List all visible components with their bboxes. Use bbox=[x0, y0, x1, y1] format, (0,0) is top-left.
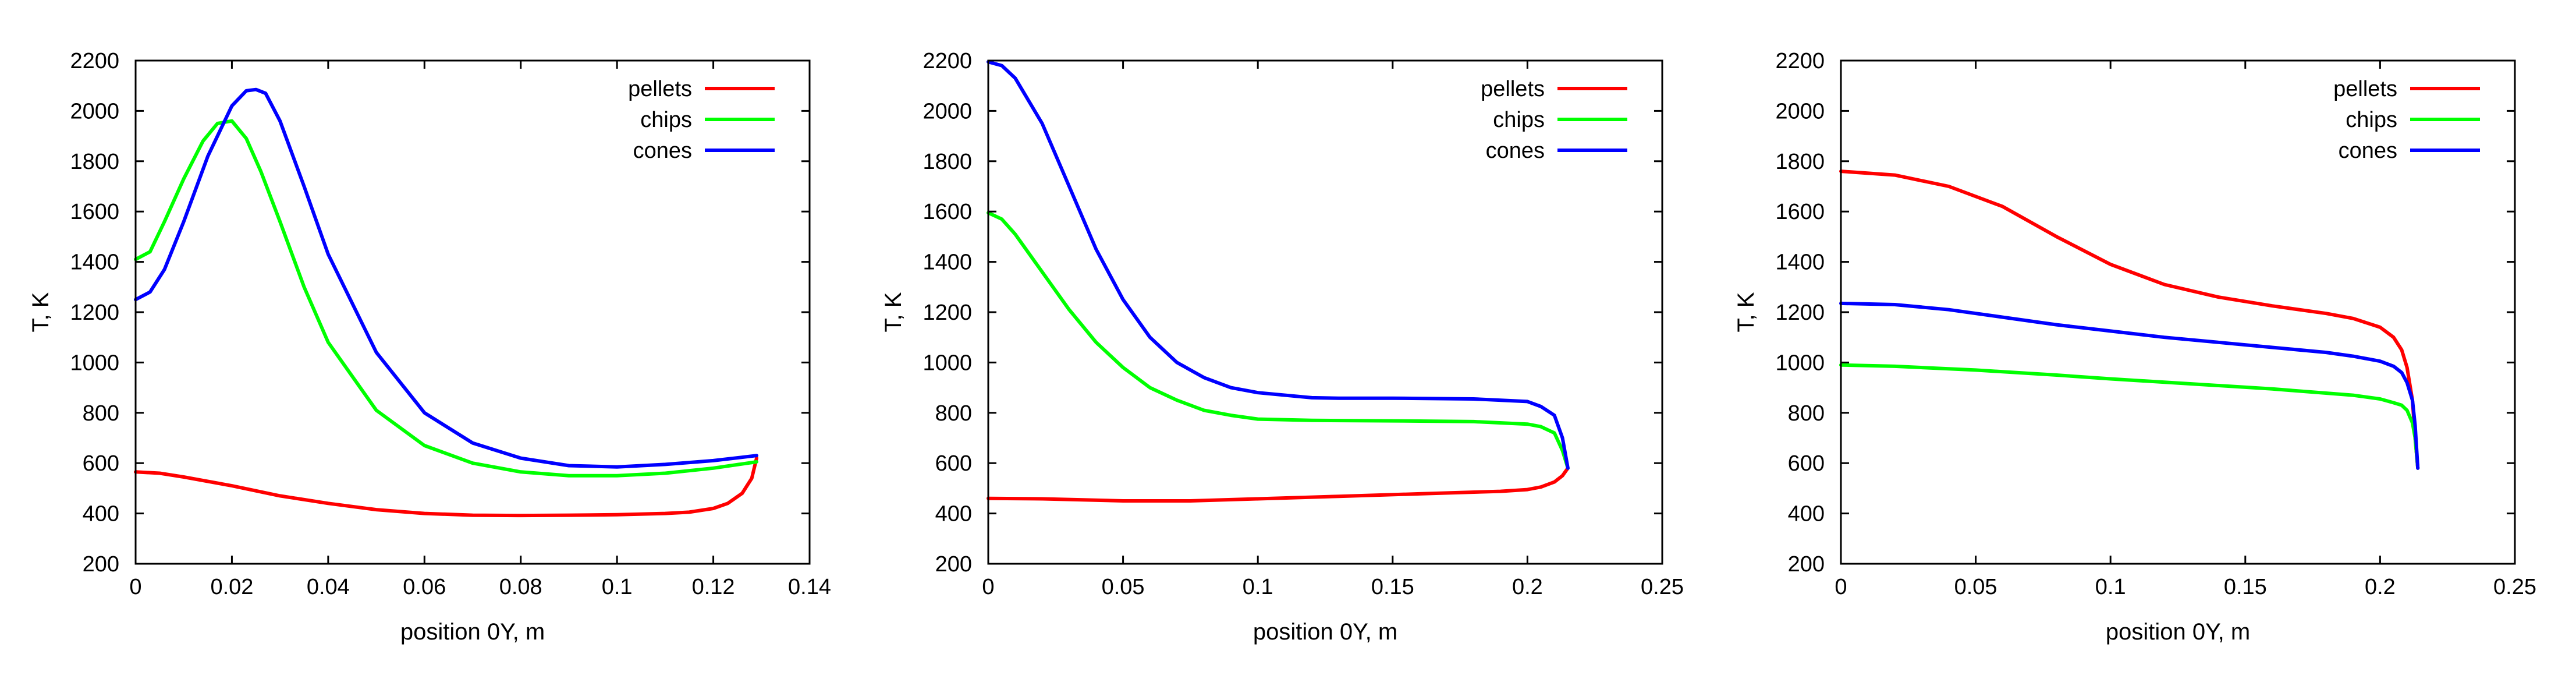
y-tick-label: 1000 bbox=[70, 351, 119, 375]
legend-label-pellets: pellets bbox=[2333, 77, 2397, 101]
x-axis-label: position 0Y, m bbox=[400, 619, 545, 645]
plot-frame bbox=[1840, 59, 2516, 565]
y-tick-label: 200 bbox=[83, 552, 119, 577]
legend-label-pellets: pellets bbox=[628, 77, 692, 101]
y-tick-label: 2000 bbox=[70, 99, 119, 123]
y-tick-label: 1400 bbox=[922, 250, 972, 275]
legend-label-cones: cones bbox=[2339, 139, 2397, 163]
x-tick-label: 0.2 bbox=[1512, 575, 1543, 599]
y-tick-label: 1200 bbox=[1775, 301, 1825, 325]
y-tick-label: 1200 bbox=[922, 301, 972, 325]
x-axis-label: position 0Y, m bbox=[2106, 619, 2250, 645]
y-tick-label: 400 bbox=[935, 502, 972, 526]
y-tick-label: 400 bbox=[83, 502, 119, 526]
x-tick-label: 0.15 bbox=[1371, 575, 1414, 599]
x-tick-label: 0.1 bbox=[1243, 575, 1273, 599]
legend-label-chips: chips bbox=[640, 108, 692, 132]
x-tick-label: 0.15 bbox=[2224, 575, 2267, 599]
y-tick-label: 2200 bbox=[1775, 49, 1825, 73]
x-tick-label: 0.05 bbox=[1954, 575, 1997, 599]
series-line-cones bbox=[134, 87, 758, 469]
y-tick-label: 2200 bbox=[70, 49, 119, 73]
chart-panel-3: 0 0.05 0.1 0.15 0.2 0.25 200 400 600 800 1000 1200 1… bbox=[1733, 49, 2536, 645]
y-tick-label: 600 bbox=[1788, 451, 1825, 476]
series-line-chips bbox=[987, 211, 1570, 470]
y-tick-label: 800 bbox=[935, 401, 972, 426]
legend-label-cones: cones bbox=[633, 139, 692, 163]
y-tick-label: 1800 bbox=[922, 150, 972, 174]
x-axis-label: position 0Y, m bbox=[1253, 619, 1397, 645]
chart-panel-2: 0 0.05 0.1 0.15 0.2 0.25 200 400 600 800 1000 1200 1… bbox=[881, 49, 1684, 645]
plot-frame bbox=[987, 59, 1663, 565]
y-axis-label: T, K bbox=[1733, 292, 1759, 332]
y-tick-label: 1600 bbox=[1775, 200, 1825, 224]
y-tick-label: 200 bbox=[935, 552, 972, 577]
y-axis-label: T, K bbox=[881, 292, 906, 332]
legend: pellets chips cones bbox=[628, 77, 775, 163]
y-tick-label: 1000 bbox=[1775, 351, 1825, 375]
legend-label-chips: chips bbox=[1493, 108, 1545, 132]
series-line-pellets bbox=[987, 466, 1570, 503]
y-tick-label: 1400 bbox=[1775, 250, 1825, 275]
y-axis-label: T, K bbox=[28, 292, 54, 332]
series-line-pellets bbox=[1839, 169, 2420, 470]
x-tick-label: 0 bbox=[982, 575, 994, 599]
x-tick-label: 0 bbox=[129, 575, 141, 599]
y-tick-label: 2000 bbox=[1775, 99, 1825, 123]
x-tick-label: 0 bbox=[1835, 575, 1847, 599]
x-tick-label: 0.04 bbox=[307, 575, 350, 599]
x-tick-label: 0.2 bbox=[2365, 575, 2396, 599]
legend: pellets chips cones bbox=[1481, 77, 1627, 163]
y-tick-label: 600 bbox=[935, 451, 972, 476]
y-tick-label: 1400 bbox=[70, 250, 119, 275]
series-line-pellets bbox=[134, 456, 758, 518]
series-line-cones bbox=[987, 60, 1570, 470]
y-tick-label: 1600 bbox=[922, 200, 972, 224]
y-tick-label: 1800 bbox=[1775, 150, 1825, 174]
series-line-chips bbox=[1839, 363, 2420, 470]
y-tick-label: 1200 bbox=[70, 301, 119, 325]
y-tick-label: 1600 bbox=[70, 200, 119, 224]
series-line-chips bbox=[134, 119, 758, 478]
y-tick-label: 1800 bbox=[70, 150, 119, 174]
y-tick-label: 2000 bbox=[922, 99, 972, 123]
x-tick-label: 0.08 bbox=[499, 575, 542, 599]
legend-label-chips: chips bbox=[2346, 108, 2397, 132]
legend: pellets chips cones bbox=[2333, 77, 2480, 163]
x-tick-label: 0.25 bbox=[2493, 575, 2536, 599]
y-tick-label: 200 bbox=[1788, 552, 1825, 577]
y-tick-label: 2200 bbox=[922, 49, 972, 73]
x-tick-label: 0.1 bbox=[2095, 575, 2126, 599]
legend-label-pellets: pellets bbox=[1481, 77, 1545, 101]
series-line-cones bbox=[1839, 301, 2420, 470]
y-tick-label: 800 bbox=[83, 401, 119, 426]
x-tick-label: 0.14 bbox=[788, 575, 831, 599]
x-tick-label: 0.25 bbox=[1641, 575, 1684, 599]
x-tick-label: 0.12 bbox=[692, 575, 735, 599]
y-tick-label: 1000 bbox=[922, 351, 972, 375]
x-tick-label: 0.05 bbox=[1102, 575, 1145, 599]
y-tick-label: 800 bbox=[1788, 401, 1825, 426]
x-tick-label: 0.02 bbox=[210, 575, 253, 599]
y-tick-label: 400 bbox=[1788, 502, 1825, 526]
x-tick-label: 0.1 bbox=[602, 575, 633, 599]
legend-label-cones: cones bbox=[1486, 139, 1545, 163]
y-tick-label: 600 bbox=[83, 451, 119, 476]
chart-panel-1: 0 0.02 0.04 0.06 0.08 0.1 0.12 0.14 200 400 600 800… bbox=[28, 49, 831, 645]
x-tick-label: 0.06 bbox=[403, 575, 446, 599]
